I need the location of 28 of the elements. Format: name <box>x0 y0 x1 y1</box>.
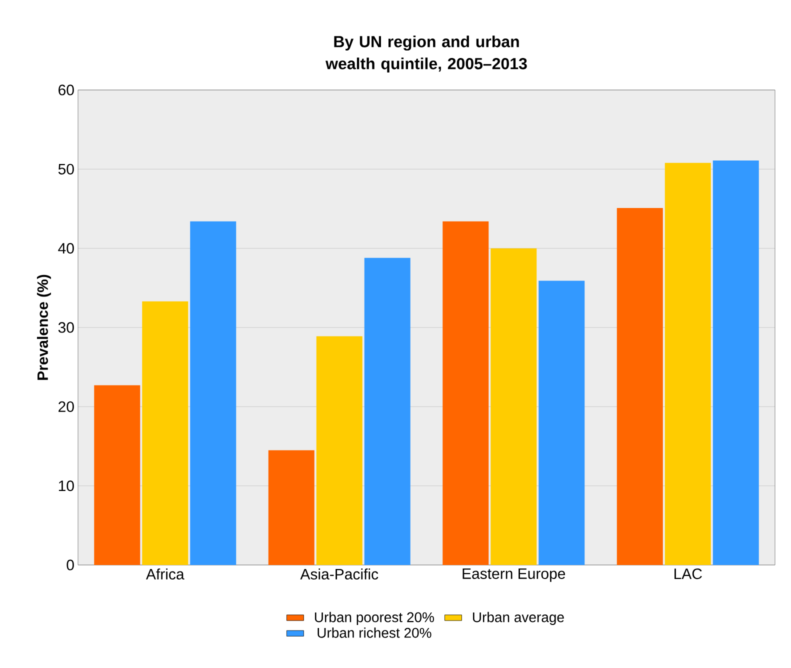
bar <box>490 248 537 565</box>
y-tick-label: 10 <box>58 480 74 492</box>
legend-label: Urban poorest 20% <box>314 612 434 625</box>
y-tick-label: 60 <box>58 84 74 96</box>
x-tick-label: Africa <box>146 568 184 580</box>
bar <box>268 450 314 565</box>
bar <box>142 301 188 565</box>
bar <box>664 162 711 565</box>
bar <box>616 208 663 565</box>
bar <box>712 160 759 565</box>
legend-label: Urban average <box>472 612 564 625</box>
y-tick-label: 50 <box>58 164 74 174</box>
bar <box>190 221 236 565</box>
bar <box>442 221 489 565</box>
y-axis-title: Prevalence (%) <box>36 274 51 380</box>
y-tick-label: 30 <box>58 322 74 333</box>
x-tick-label: Asia-Pacific <box>300 568 378 580</box>
bar <box>316 336 362 565</box>
y-tick-label: 40 <box>58 243 74 254</box>
legend-label: Urban richest 20% <box>318 628 432 638</box>
y-tick-label: 20 <box>58 401 74 412</box>
bar <box>364 258 410 565</box>
x-tick-label: LAC <box>674 568 702 580</box>
bar <box>538 280 585 565</box>
x-tick-label: Eastern Europe <box>462 568 566 582</box>
chart-title: By UN region and urban wealth quintile, 2005–2013 <box>326 36 527 72</box>
bar <box>94 385 140 565</box>
y-tick-label: 0 <box>66 560 74 570</box>
